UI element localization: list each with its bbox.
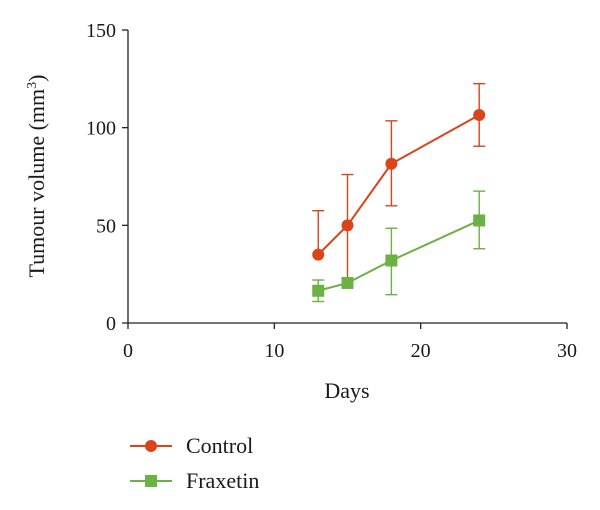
x-tick-label-1: 10 [264,340,284,362]
series-line-fraxetin [317,219,480,292]
point-control-3 [473,108,486,121]
legend-item-fraxetin: Fraxetin [130,468,259,493]
x-tick-label-2: 20 [411,340,431,362]
point-fraxetin-3 [473,214,486,227]
point-control-2 [385,157,398,170]
point-fraxetin-1 [341,276,354,289]
legend-control-label: Control [186,433,253,458]
point-control-1 [341,219,354,232]
y-tick-label-0: 0 [106,313,116,335]
y-axis-label: Tumour volume (mm3) [24,75,49,278]
y-tick-label-3: 150 [86,20,116,42]
series-fraxetin [312,190,486,303]
y-axis-label-close: ) [24,75,49,82]
x-tick-label-0: 0 [123,340,133,362]
y-axis-label-superscript: 3 [25,82,40,89]
point-control-0 [312,248,325,261]
x-axis-label: Days [324,378,369,403]
x-tick-label-3: 30 [557,340,577,362]
axes [127,30,567,324]
legend-control-marker [145,440,157,452]
y-ticks: 0 50 100 150 [86,20,128,335]
y-tick-label-2: 100 [86,118,116,140]
series-layer [312,83,486,303]
x-ticks: 0 10 20 30 [123,323,577,362]
series-line-control [317,114,480,256]
point-fraxetin-0 [312,284,325,297]
y-tick-label-1: 50 [96,215,116,237]
point-fraxetin-2 [385,254,398,267]
legend-fraxetin-marker [145,475,157,487]
legend: Control Fraxetin [130,433,259,493]
y-axis-label-text: Tumour volume (mm [24,89,49,278]
legend-fraxetin-label: Fraxetin [186,468,259,493]
legend-item-control: Control [130,433,253,458]
series-control [312,83,486,281]
